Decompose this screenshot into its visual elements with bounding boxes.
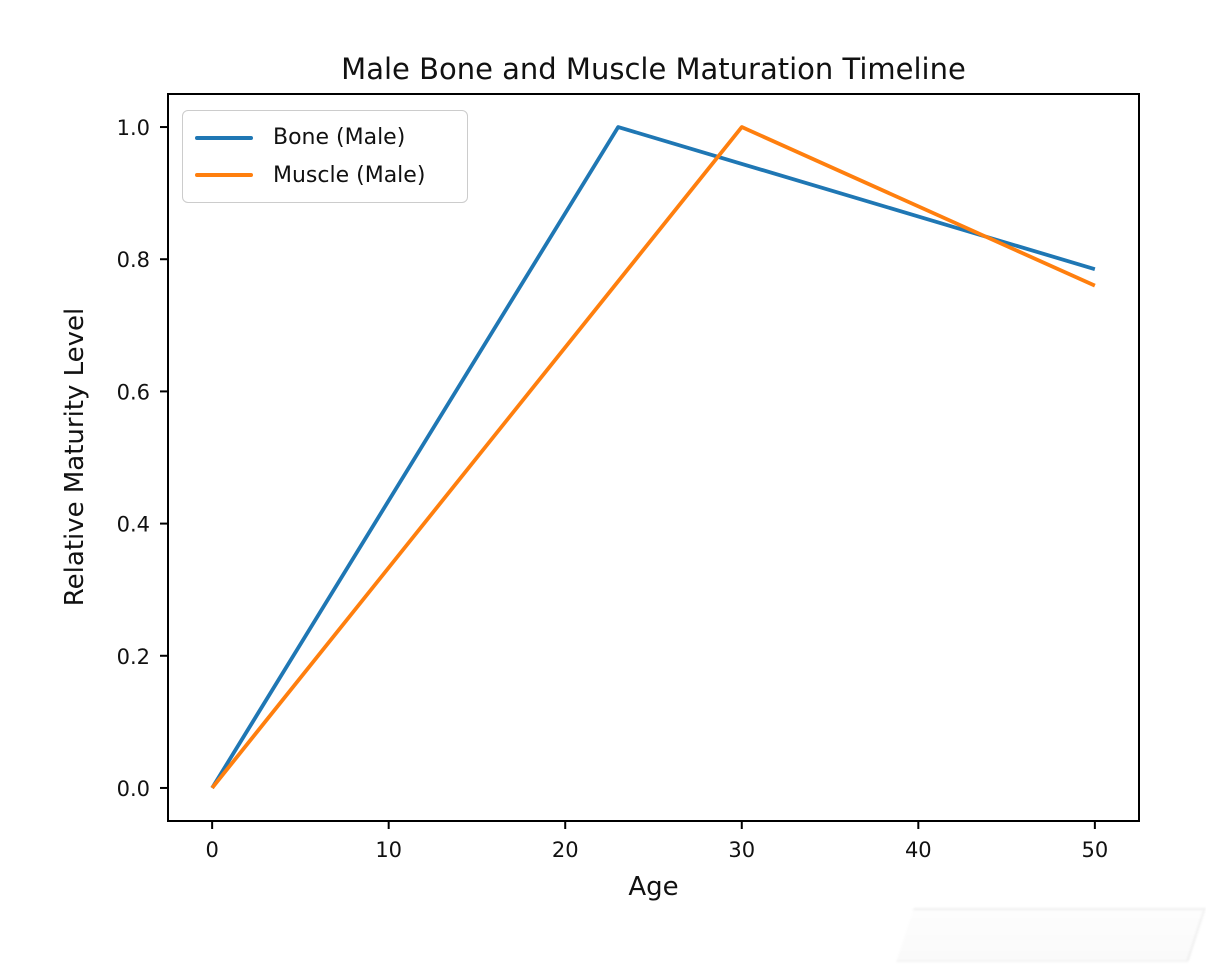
legend-item-bone: Bone (Male) — [183, 125, 467, 150]
faint-watermark-artifact — [896, 908, 1206, 962]
y-tick-label: 0.8 — [117, 248, 150, 272]
y-tick-label: 0.0 — [117, 777, 150, 801]
x-tick-label: 0 — [205, 838, 218, 862]
x-tick-label: 10 — [375, 838, 402, 862]
legend-line-sample-bone — [195, 135, 253, 140]
series-line-1 — [210, 125, 1096, 790]
axes-frame — [167, 93, 1140, 822]
y-axis-label: Relative Maturity Level — [60, 307, 90, 607]
legend-label-muscle: Muscle (Male) — [273, 162, 426, 188]
x-tick-label: 30 — [728, 838, 755, 862]
legend-label-bone: Bone (Male) — [273, 125, 406, 151]
x-tick-label: 40 — [905, 838, 932, 862]
x-axis-label: Age — [628, 872, 679, 902]
chart-title: Male Bone and Muscle Maturation Timeline — [341, 52, 966, 86]
legend-line-sample-muscle — [195, 173, 253, 178]
legend: Bone (Male) Muscle (Male) — [182, 110, 468, 203]
y-tick-label: 0.4 — [117, 513, 150, 537]
y-tick-label: 0.2 — [117, 645, 150, 669]
y-tick-label: 1.0 — [117, 116, 150, 140]
series-line-0 — [210, 125, 1096, 789]
legend-item-muscle: Muscle (Male) — [183, 163, 467, 188]
y-tick-label: 0.6 — [117, 380, 150, 404]
x-tick-label: 50 — [1081, 838, 1108, 862]
x-tick-label: 20 — [552, 838, 579, 862]
